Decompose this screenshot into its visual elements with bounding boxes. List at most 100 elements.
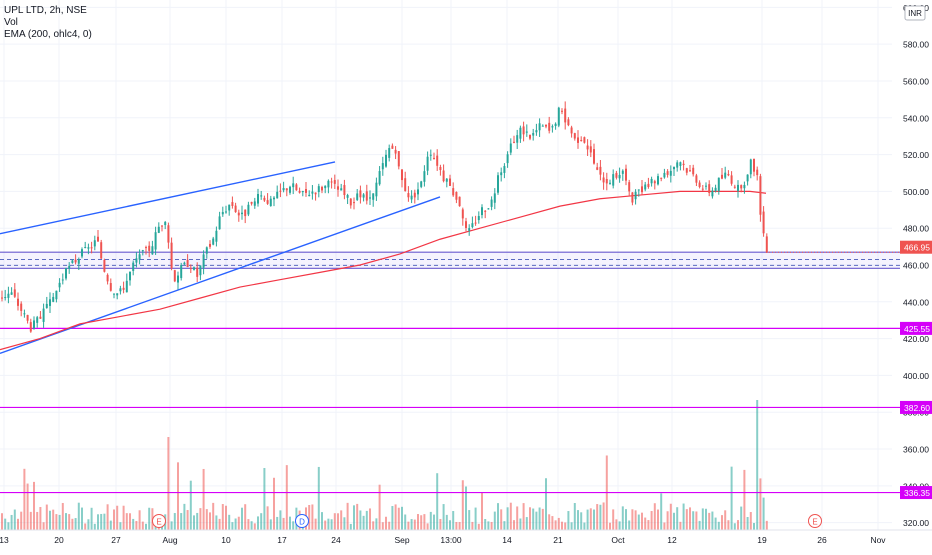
volume-bar: [429, 511, 432, 530]
ema-indicator-label[interactable]: EMA (200, ohlc4, 0): [4, 29, 92, 40]
volume-bar: [509, 502, 512, 530]
event-marker-icon[interactable]: [295, 514, 309, 528]
candle-body: [81, 249, 83, 257]
volume-bar: [660, 493, 663, 530]
candle-body: [413, 192, 416, 198]
time-axis-tick-label: 27: [111, 535, 121, 545]
volume-bar: [647, 520, 650, 530]
volume-bar: [634, 510, 637, 530]
candle-body: [628, 182, 631, 192]
volume-bar: [676, 507, 679, 530]
candle-body: [122, 287, 125, 290]
volume-bar: [455, 521, 458, 530]
event-marker-label: D: [299, 518, 305, 527]
volume-bar: [125, 513, 128, 530]
price-axis[interactable]: [900, 0, 932, 530]
volume-bar: [602, 502, 605, 530]
volume-bar: [413, 519, 416, 530]
currency-button[interactable]: [904, 5, 926, 21]
volume-bar: [365, 510, 368, 530]
candle-body: [285, 188, 288, 191]
candle-body: [545, 124, 547, 127]
candle-body: [212, 238, 215, 245]
volume-bar: [740, 506, 743, 530]
candle-body: [740, 185, 743, 189]
volume-bar: [561, 521, 563, 530]
volume-bar: [225, 505, 227, 530]
candle-body: [333, 180, 336, 184]
volume-bar: [173, 513, 176, 530]
candle-body: [593, 149, 595, 164]
candle-body: [397, 151, 400, 167]
candle-body: [340, 188, 343, 191]
candle-body: [327, 180, 330, 188]
volume-bar: [23, 468, 26, 530]
volume-bar: [132, 518, 135, 530]
volume-bar: [340, 510, 343, 530]
volume-bar: [541, 508, 544, 530]
volume-bar: [663, 522, 666, 530]
candle-body: [586, 145, 589, 150]
candle-body: [77, 259, 80, 264]
volume-indicator-label[interactable]: Vol: [4, 17, 18, 28]
candle-body: [215, 230, 218, 242]
time-axis-tick-label: 17: [277, 535, 287, 545]
candle-body: [516, 135, 519, 143]
candle-body: [541, 125, 544, 127]
candle-body: [74, 259, 77, 263]
symbol-label[interactable]: UPL LTD, 2h, NSE: [4, 5, 87, 16]
volume-bar: [145, 523, 147, 530]
volume-bar: [497, 503, 499, 530]
candle-body: [497, 175, 499, 193]
candle-body: [717, 177, 720, 191]
candle-body: [253, 201, 256, 206]
candle-body: [337, 186, 339, 190]
price-axis-tick-label: 580.00: [903, 40, 929, 50]
trendline[interactable]: [0, 196, 441, 354]
candle-body: [17, 298, 19, 306]
volume-bar: [698, 520, 701, 530]
candle-body: [762, 211, 765, 234]
candle-body: [369, 197, 371, 199]
event-marker-icon[interactable]: [808, 514, 822, 528]
volume-bar: [196, 512, 199, 530]
volume-bar: [263, 468, 266, 530]
volume-bar: [506, 507, 509, 530]
candle-body: [237, 212, 240, 216]
price-axis-tick-label: 540.00: [903, 113, 929, 123]
volume-bar: [372, 521, 375, 530]
candle-body: [442, 170, 445, 182]
candle-body: [177, 275, 179, 283]
volume-bar: [650, 510, 653, 530]
candle-body: [660, 177, 663, 179]
volume-bar: [548, 514, 551, 530]
candle-body: [625, 168, 627, 181]
volume-bar: [391, 506, 394, 530]
candle-body: [346, 195, 349, 198]
volume-bar: [394, 504, 397, 530]
volume-bar: [180, 513, 183, 530]
volume-bar: [689, 507, 691, 530]
time-axis-tick-label: 13:00: [440, 535, 462, 545]
candle-body: [193, 267, 195, 270]
candle-body: [426, 156, 429, 171]
candle-body: [663, 172, 666, 178]
volume-bar: [449, 520, 451, 530]
candle-body: [666, 171, 669, 175]
event-marker-icon[interactable]: [152, 514, 166, 528]
candle-body: [276, 191, 279, 199]
candle-body: [468, 228, 471, 231]
candle-body: [343, 185, 346, 196]
candle-body: [423, 171, 426, 182]
volume-bar: [577, 510, 579, 530]
volume-bar: [90, 507, 93, 530]
candle-body: [129, 272, 131, 281]
volume-bar: [183, 503, 186, 530]
volume-bar: [644, 517, 647, 530]
volume-bar: [532, 508, 535, 530]
candle-body: [538, 123, 541, 131]
trendline[interactable]: [0, 161, 336, 235]
time-axis-tick-label: 14: [502, 535, 512, 545]
